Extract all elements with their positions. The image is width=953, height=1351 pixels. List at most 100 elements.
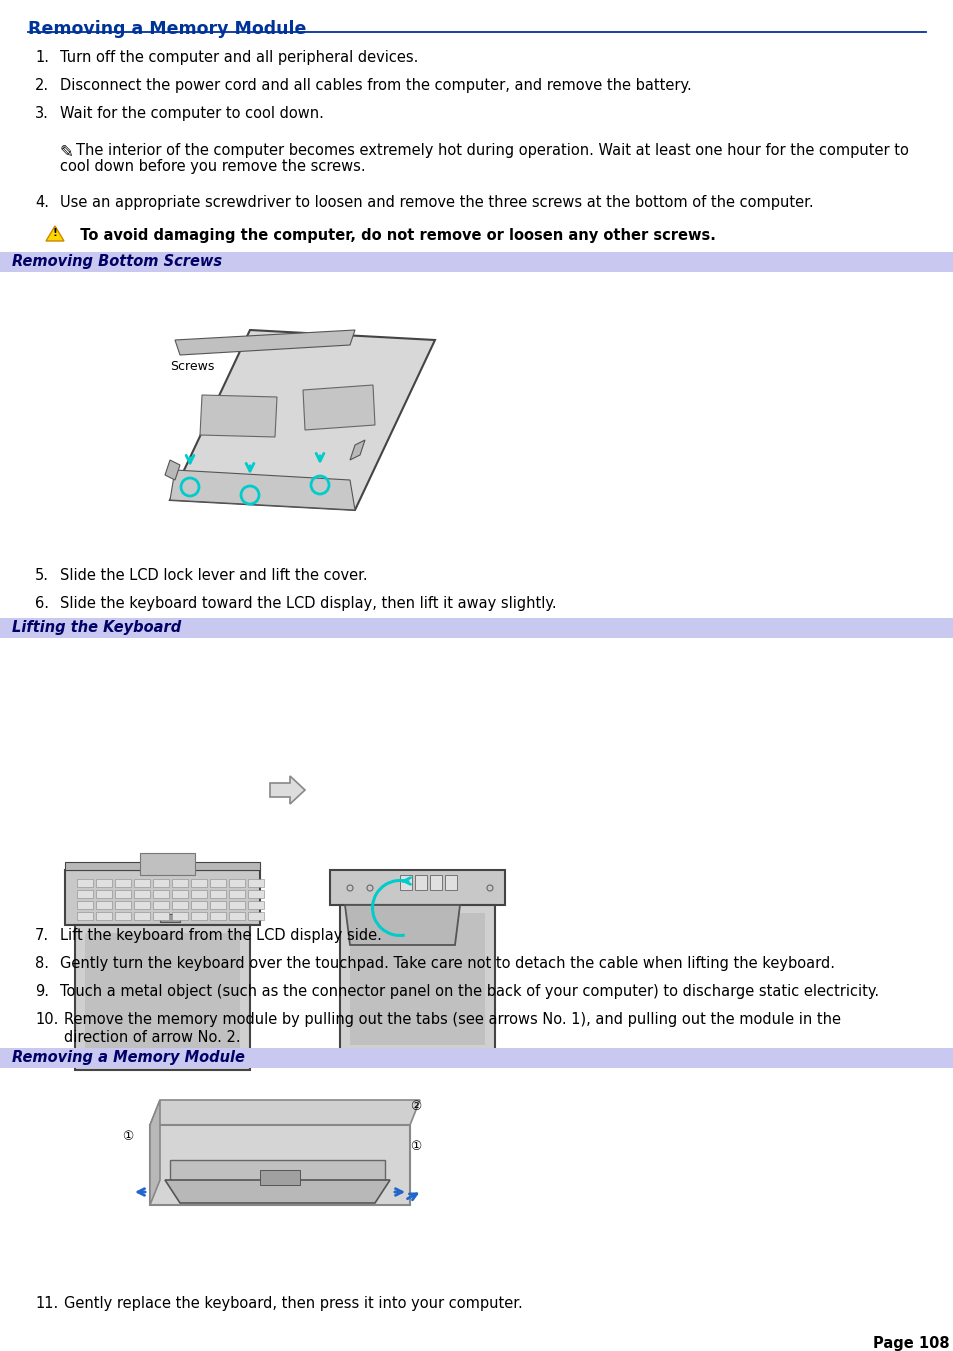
- Bar: [152, 901, 169, 909]
- Text: ①: ①: [410, 1140, 421, 1152]
- Polygon shape: [65, 862, 260, 870]
- Polygon shape: [350, 913, 484, 1046]
- Bar: [115, 880, 131, 888]
- Bar: [172, 880, 188, 888]
- Text: ①: ①: [122, 1129, 133, 1143]
- FancyBboxPatch shape: [0, 617, 953, 638]
- Bar: [115, 912, 131, 920]
- Bar: [229, 912, 245, 920]
- Polygon shape: [170, 330, 435, 509]
- Polygon shape: [75, 925, 250, 1070]
- Text: Screws: Screws: [170, 359, 214, 373]
- Bar: [133, 880, 150, 888]
- Text: Lift the keyboard from the LCD display side.: Lift the keyboard from the LCD display s…: [60, 928, 381, 943]
- Bar: [77, 890, 92, 898]
- Text: Gently turn the keyboard over the touchpad. Take care not to detach the cable wh: Gently turn the keyboard over the touchp…: [60, 957, 834, 971]
- Text: cool down before you remove the screws.: cool down before you remove the screws.: [60, 159, 365, 174]
- Text: Lifting the Keyboard: Lifting the Keyboard: [12, 620, 181, 635]
- Bar: [96, 901, 112, 909]
- Text: To avoid damaging the computer, do not remove or loosen any other screws.: To avoid damaging the computer, do not r…: [70, 228, 715, 243]
- Polygon shape: [85, 934, 240, 1061]
- Bar: [96, 890, 112, 898]
- Polygon shape: [165, 1179, 390, 1202]
- Text: 11.: 11.: [35, 1296, 58, 1310]
- Polygon shape: [303, 385, 375, 430]
- Bar: [210, 890, 226, 898]
- Text: 7.: 7.: [35, 928, 49, 943]
- Text: Turn off the computer and all peripheral devices.: Turn off the computer and all peripheral…: [60, 50, 418, 65]
- Polygon shape: [350, 440, 365, 459]
- Bar: [415, 875, 427, 890]
- Polygon shape: [270, 775, 305, 804]
- Bar: [260, 1170, 299, 1185]
- Bar: [210, 880, 226, 888]
- FancyBboxPatch shape: [0, 253, 953, 272]
- Text: direction of arrow No. 2.: direction of arrow No. 2.: [64, 1029, 240, 1046]
- Bar: [248, 901, 264, 909]
- Bar: [210, 912, 226, 920]
- Text: 6.: 6.: [35, 596, 49, 611]
- Bar: [210, 901, 226, 909]
- Bar: [399, 875, 412, 890]
- Bar: [248, 912, 264, 920]
- Polygon shape: [330, 870, 504, 905]
- Text: Removing Bottom Screws: Removing Bottom Screws: [12, 254, 222, 269]
- Text: Gently replace the keyboard, then press it into your computer.: Gently replace the keyboard, then press …: [64, 1296, 522, 1310]
- Text: 1.: 1.: [35, 50, 49, 65]
- Bar: [172, 890, 188, 898]
- Text: Slide the keyboard toward the LCD display, then lift it away slightly.: Slide the keyboard toward the LCD displa…: [60, 596, 556, 611]
- Bar: [96, 912, 112, 920]
- Text: 9.: 9.: [35, 984, 49, 998]
- Text: Use an appropriate screwdriver to loosen and remove the three screws at the bott: Use an appropriate screwdriver to loosen…: [60, 195, 813, 209]
- Bar: [172, 901, 188, 909]
- Polygon shape: [46, 226, 64, 240]
- Text: 2.: 2.: [35, 78, 49, 93]
- Bar: [248, 890, 264, 898]
- Bar: [115, 901, 131, 909]
- Text: Removing a Memory Module: Removing a Memory Module: [28, 20, 306, 38]
- Polygon shape: [339, 905, 495, 1055]
- Bar: [172, 912, 188, 920]
- Bar: [248, 880, 264, 888]
- Bar: [152, 880, 169, 888]
- Text: !: !: [52, 228, 57, 238]
- Text: Removing a Memory Module: Removing a Memory Module: [12, 1050, 245, 1065]
- Polygon shape: [150, 1125, 410, 1205]
- Text: ②: ②: [410, 1100, 421, 1113]
- Polygon shape: [65, 870, 260, 925]
- Text: Slide the LCD lock lever and lift the cover.: Slide the LCD lock lever and lift the co…: [60, 567, 367, 584]
- Bar: [133, 912, 150, 920]
- Bar: [77, 880, 92, 888]
- Bar: [115, 890, 131, 898]
- Text: Remove the memory module by pulling out the tabs (see arrows No. 1), and pulling: Remove the memory module by pulling out …: [64, 1012, 841, 1027]
- Text: Disconnect the power cord and all cables from the computer, and remove the batte: Disconnect the power cord and all cables…: [60, 78, 691, 93]
- Bar: [160, 915, 180, 921]
- Text: ✎: ✎: [60, 143, 73, 161]
- Bar: [152, 890, 169, 898]
- Bar: [191, 880, 207, 888]
- Bar: [133, 901, 150, 909]
- Bar: [152, 912, 169, 920]
- Bar: [77, 901, 92, 909]
- Bar: [430, 875, 441, 890]
- Polygon shape: [345, 905, 459, 944]
- Bar: [444, 875, 456, 890]
- Text: 3.: 3.: [35, 105, 49, 122]
- Polygon shape: [200, 394, 276, 436]
- Bar: [191, 901, 207, 909]
- Bar: [191, 912, 207, 920]
- Polygon shape: [170, 1161, 385, 1185]
- Bar: [77, 912, 92, 920]
- FancyBboxPatch shape: [0, 1048, 953, 1069]
- Text: Page 108: Page 108: [872, 1336, 948, 1351]
- Bar: [229, 901, 245, 909]
- Bar: [229, 880, 245, 888]
- Text: 4.: 4.: [35, 195, 49, 209]
- Text: Touch a metal object (such as the connector panel on the back of your computer) : Touch a metal object (such as the connec…: [60, 984, 879, 998]
- Polygon shape: [170, 470, 355, 509]
- Bar: [96, 880, 112, 888]
- Polygon shape: [150, 1100, 160, 1205]
- Bar: [229, 890, 245, 898]
- Polygon shape: [174, 330, 355, 355]
- Polygon shape: [165, 459, 180, 480]
